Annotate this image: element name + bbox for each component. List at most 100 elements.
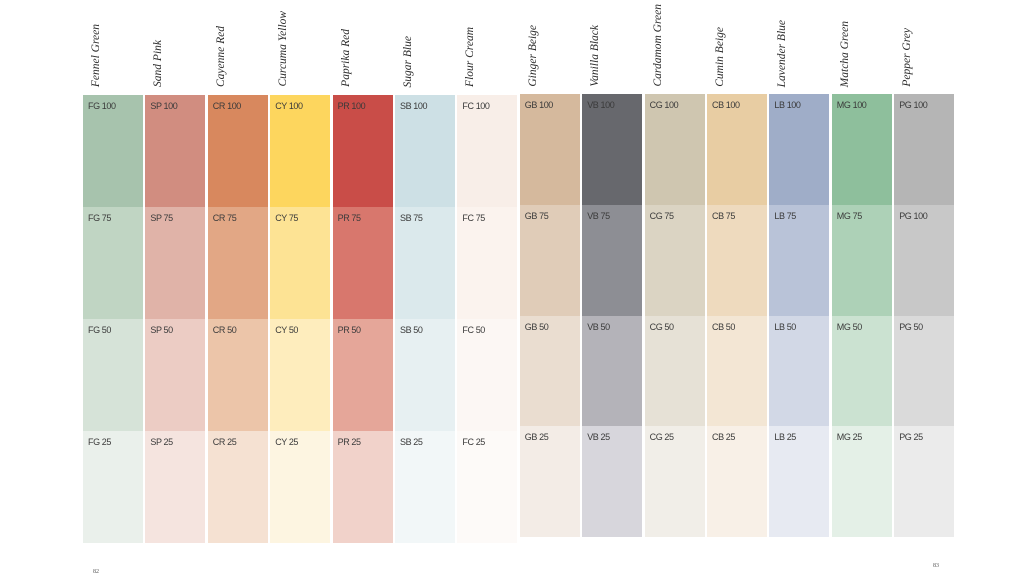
color-family-name: Ginger Beige	[526, 25, 539, 87]
swatch-code: CB 75	[712, 210, 736, 221]
color-swatch: SP 100	[145, 95, 206, 207]
color-swatch: CY 50	[270, 319, 331, 431]
color-family-name: Cayenne Red	[214, 26, 227, 87]
palette-column: Cumin Beige CB 100 CB 75 CB 50 CB 25	[707, 0, 767, 560]
swatch-code: GB 25	[524, 432, 549, 443]
color-swatch: MG 75	[831, 204, 892, 316]
swatch-code: SB 25	[400, 437, 423, 447]
color-swatch: GB 50	[519, 315, 580, 427]
color-swatch: FC 25	[457, 431, 518, 543]
swatch-code: FC 75	[462, 213, 485, 223]
swatch-code: FC 100	[462, 101, 490, 111]
swatch-code: LB 50	[774, 321, 796, 332]
swatch-code: CY 50	[275, 325, 299, 335]
color-family-name: Sand Pink	[152, 40, 165, 87]
swatch-code: PG 25	[899, 432, 923, 443]
swatch-code: PR 50	[337, 325, 361, 335]
swatch-code: PR 75	[337, 213, 361, 223]
swatch-code: CY 75	[275, 213, 299, 223]
color-swatch: FG 75	[83, 207, 143, 319]
swatch-code: SB 100	[400, 101, 428, 111]
palette-column: Fennel Green FG 100 FG 75 FG 50 FG 25	[83, 0, 143, 560]
color-swatch: FG 100	[83, 95, 143, 207]
color-swatch: VB 75	[582, 204, 643, 316]
swatch-code: PG 100	[899, 210, 928, 221]
color-swatch: CB 75	[707, 204, 767, 316]
color-swatch: CG 50	[644, 315, 705, 427]
swatch-code: CR 75	[212, 213, 237, 223]
palette-column: Cardamom Green CG 100 CG 75 CG 50 CG 25	[644, 0, 705, 560]
palette-column: Flour Cream FC 100 FC 75 FC 50 FC 25	[457, 0, 518, 560]
swatch-code: GB 50	[524, 321, 549, 332]
swatch-code: MG 25	[836, 432, 862, 443]
color-swatch: VB 25	[582, 426, 643, 538]
color-swatch: PG 100	[894, 94, 955, 205]
color-swatch: LB 50	[769, 315, 830, 427]
swatch-code: CG 100	[649, 100, 679, 110]
swatch-code: GB 75	[524, 210, 549, 221]
swatch-code: CB 25	[712, 432, 736, 443]
palette-column: Pepper Grey PG 100 PG 100 PG 50 PG 25	[894, 0, 955, 560]
palette-column: Curcuma Yellow CY 100 CY 75 CY 50 CY 25	[270, 0, 331, 560]
color-swatch: CY 100	[270, 95, 331, 207]
palette-column: Sugar Blue SB 100 SB 75 SB 50 SB 25	[395, 0, 455, 560]
color-swatch: VB 100	[582, 94, 643, 205]
palette-column: Ginger Beige GB 100 GB 75 GB 50 GB 25	[519, 0, 580, 560]
color-family-name: Pepper Grey	[901, 28, 914, 87]
swatch-code: FG 75	[88, 213, 112, 223]
color-swatch: LB 75	[769, 204, 830, 316]
palette-column: Vanilla Black VB 100 VB 75 VB 50 VB 25	[582, 0, 643, 560]
color-swatch: CY 75	[270, 207, 331, 319]
swatch-code: PG 50	[899, 321, 923, 332]
color-family-name: Flour Cream	[464, 27, 477, 87]
color-swatch: GB 75	[519, 204, 580, 316]
palette-column: Lavender Blue LB 100 LB 75 LB 50 LB 25	[769, 0, 830, 560]
palette-column: Sand Pink SP 100 SP 75 SP 50 SP 25	[145, 0, 206, 560]
color-swatch: CR 100	[207, 95, 268, 207]
palette-column: Paprika Red PR 100 PR 75 PR 50 PR 25	[332, 0, 393, 560]
color-swatch: MG 50	[831, 315, 892, 427]
color-swatch: VB 50	[582, 315, 643, 427]
color-swatch: SB 75	[395, 207, 455, 319]
swatch-code: CY 25	[275, 437, 299, 447]
swatch-code: FC 25	[462, 437, 485, 447]
color-swatch: CR 75	[207, 207, 268, 319]
swatch-code: MG 100	[836, 100, 867, 110]
swatch-code: CR 100	[212, 101, 242, 111]
color-swatch: FG 50	[83, 319, 143, 431]
color-swatch: GB 100	[519, 94, 580, 205]
color-swatch: FC 50	[457, 319, 518, 431]
color-swatch: MG 100	[831, 94, 892, 205]
color-swatch: PR 50	[332, 319, 393, 431]
swatch-code: LB 100	[774, 100, 801, 110]
color-swatch: PG 100	[894, 204, 955, 316]
color-family-name: Vanilla Black	[589, 25, 602, 87]
swatch-code: VB 50	[587, 321, 610, 332]
swatch-code: FG 50	[88, 325, 112, 335]
color-swatch: PR 25	[332, 431, 393, 543]
swatch-code: CG 50	[649, 321, 674, 332]
swatch-code: MG 75	[836, 210, 862, 221]
color-swatch: SB 25	[395, 431, 455, 543]
color-swatch: SP 75	[145, 207, 206, 319]
color-swatch: SB 50	[395, 319, 455, 431]
color-swatch: SP 25	[145, 431, 206, 543]
swatch-code: FC 50	[462, 325, 485, 335]
swatch-code: CY 100	[275, 101, 303, 111]
color-swatch: PG 50	[894, 315, 955, 427]
color-family-name: Matcha Green	[838, 20, 851, 87]
color-swatch: GB 25	[519, 426, 580, 538]
color-family-name: Lavender Blue	[776, 19, 789, 87]
color-swatch: SP 50	[145, 319, 206, 431]
color-swatch: CB 25	[707, 426, 767, 538]
color-swatch: PG 25	[894, 426, 955, 538]
color-swatch: MG 25	[831, 426, 892, 538]
swatch-code: SP 50	[150, 325, 173, 335]
color-swatch: FG 25	[83, 431, 143, 543]
color-family-name: Curcuma Yellow	[277, 11, 290, 87]
swatch-code: PG 100	[899, 100, 928, 110]
color-swatch: FC 75	[457, 207, 518, 319]
swatch-code: VB 75	[587, 210, 610, 221]
color-swatch: CG 100	[644, 94, 705, 205]
